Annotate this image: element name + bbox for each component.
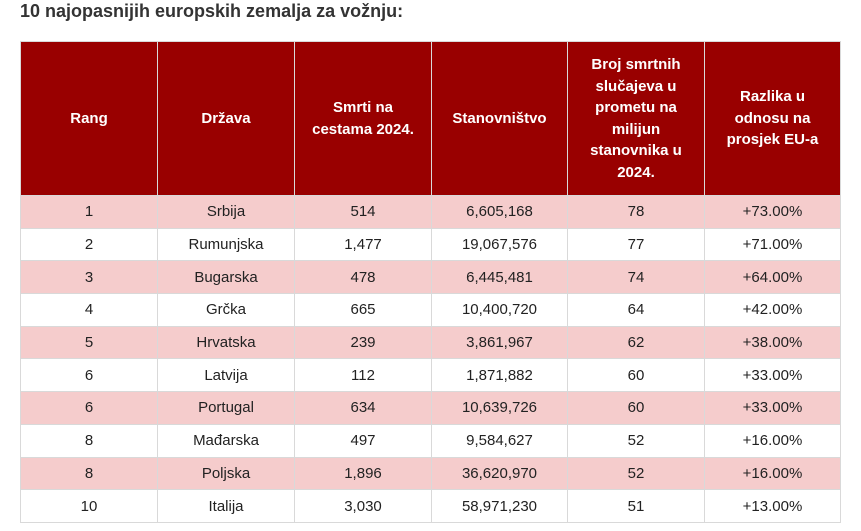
cell-country: Poljska: [157, 456, 295, 491]
header-stanovnistvo: Stanovništvo: [431, 41, 568, 196]
cell-country: Hrvatska: [157, 325, 295, 360]
cell-per-million: 60: [567, 358, 705, 393]
cell-rank: 6: [20, 358, 158, 393]
table-header-row: Rang Država Smrti na cestama 2024. Stano…: [20, 41, 841, 196]
cell-per-million: 51: [567, 489, 705, 523]
cell-deaths: 239: [294, 325, 432, 360]
table-row: 3 Bugarska 478 6,445,481 74 +64.00%: [20, 260, 841, 295]
cell-rank: 8: [20, 456, 158, 491]
table-row: 10 Italija 3,030 58,971,230 51 +13.00%: [20, 489, 841, 523]
cell-deaths: 665: [294, 293, 432, 327]
cell-country: Srbija: [157, 195, 295, 229]
cell-population: 36,620,970: [431, 456, 568, 491]
header-razlika: Razlika u odnosu na prosjek EU-a: [704, 41, 841, 196]
cell-deaths: 112: [294, 358, 432, 393]
header-rang: Rang: [20, 41, 158, 196]
cell-deaths: 1,477: [294, 227, 432, 262]
cell-population: 3,861,967: [431, 325, 568, 360]
cell-country: Rumunjska: [157, 227, 295, 262]
page-title: 10 najopasnijih europskih zemalja za vož…: [20, 1, 404, 21]
table-row: 6 Portugal 634 10,639,726 60 +33.00%: [20, 391, 841, 425]
header-smrtni-na-milijun: Broj smrtnih slučajeva u prometu na mili…: [567, 41, 705, 196]
cell-rank: 4: [20, 293, 158, 327]
cell-eu-difference: +16.00%: [704, 456, 841, 491]
cell-deaths: 514: [294, 195, 432, 229]
cell-population: 58,971,230: [431, 489, 568, 523]
cell-per-million: 64: [567, 293, 705, 327]
header-smrti: Smrti na cestama 2024.: [294, 41, 432, 196]
cell-eu-difference: +64.00%: [704, 260, 841, 295]
table-row: 8 Mađarska 497 9,584,627 52 +16.00%: [20, 423, 841, 458]
cell-deaths: 634: [294, 391, 432, 425]
cell-population: 10,639,726: [431, 391, 568, 425]
cell-per-million: 77: [567, 227, 705, 262]
table-row: 6 Latvija 112 1,871,882 60 +33.00%: [20, 358, 841, 393]
cell-deaths: 1,896: [294, 456, 432, 491]
cell-deaths: 497: [294, 423, 432, 458]
table-row: 1 Srbija 514 6,605,168 78 +73.00%: [20, 195, 841, 229]
cell-per-million: 52: [567, 456, 705, 491]
cell-country: Latvija: [157, 358, 295, 393]
cell-per-million: 78: [567, 195, 705, 229]
cell-population: 6,605,168: [431, 195, 568, 229]
cell-rank: 8: [20, 423, 158, 458]
cell-population: 9,584,627: [431, 423, 568, 458]
cell-rank: 10: [20, 489, 158, 523]
cell-deaths: 3,030: [294, 489, 432, 523]
table-row: 2 Rumunjska 1,477 19,067,576 77 +71.00%: [20, 227, 841, 262]
cell-per-million: 74: [567, 260, 705, 295]
table-row: 8 Poljska 1,896 36,620,970 52 +16.00%: [20, 456, 841, 491]
cell-country: Grčka: [157, 293, 295, 327]
cell-population: 10,400,720: [431, 293, 568, 327]
cell-eu-difference: +73.00%: [704, 195, 841, 229]
cell-rank: 1: [20, 195, 158, 229]
cell-rank: 5: [20, 325, 158, 360]
cell-country: Italija: [157, 489, 295, 523]
cell-rank: 6: [20, 391, 158, 425]
cell-eu-difference: +33.00%: [704, 358, 841, 393]
cell-eu-difference: +38.00%: [704, 325, 841, 360]
cell-deaths: 478: [294, 260, 432, 295]
cell-rank: 2: [20, 227, 158, 262]
table-row: 4 Grčka 665 10,400,720 64 +42.00%: [20, 293, 841, 327]
cell-per-million: 62: [567, 325, 705, 360]
cell-eu-difference: +16.00%: [704, 423, 841, 458]
cell-country: Portugal: [157, 391, 295, 425]
cell-eu-difference: +33.00%: [704, 391, 841, 425]
cell-population: 6,445,481: [431, 260, 568, 295]
cell-country: Mađarska: [157, 423, 295, 458]
cell-country: Bugarska: [157, 260, 295, 295]
cell-rank: 3: [20, 260, 158, 295]
table-row: 5 Hrvatska 239 3,861,967 62 +38.00%: [20, 325, 841, 360]
cell-eu-difference: +13.00%: [704, 489, 841, 523]
ranking-table: Rang Država Smrti na cestama 2024. Stano…: [20, 41, 841, 523]
cell-eu-difference: +42.00%: [704, 293, 841, 327]
cell-population: 19,067,576: [431, 227, 568, 262]
header-drzava: Država: [157, 41, 295, 196]
cell-population: 1,871,882: [431, 358, 568, 393]
cell-per-million: 52: [567, 423, 705, 458]
cell-eu-difference: +71.00%: [704, 227, 841, 262]
cell-per-million: 60: [567, 391, 705, 425]
